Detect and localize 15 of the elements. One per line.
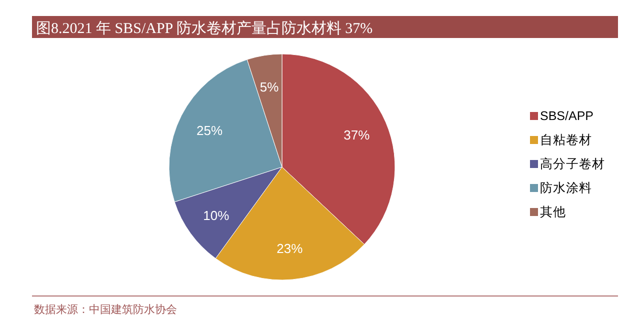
legend-label: SBS/APP bbox=[540, 109, 594, 123]
data-label: 25% bbox=[196, 123, 223, 138]
data-label: 23% bbox=[276, 241, 304, 256]
legend-label: 防水涂料 bbox=[540, 181, 592, 195]
data-label: 10% bbox=[203, 208, 230, 223]
pie-slice bbox=[282, 54, 396, 245]
pie-slice bbox=[246, 54, 282, 168]
legend-label: 自粘卷材 bbox=[540, 133, 592, 147]
data-label: 5% bbox=[260, 80, 280, 95]
legend-label: 高分子卷材 bbox=[540, 156, 605, 171]
data-label: 37% bbox=[344, 128, 370, 143]
source-note: 数据来源：中国建筑防水协会 bbox=[34, 303, 177, 316]
legend-label: 其他 bbox=[540, 205, 566, 219]
chart-title: 图8.2021 年 SBS/APP 防水卷材产量占防水材料 37% bbox=[36, 20, 373, 37]
pie-slice bbox=[168, 59, 282, 202]
